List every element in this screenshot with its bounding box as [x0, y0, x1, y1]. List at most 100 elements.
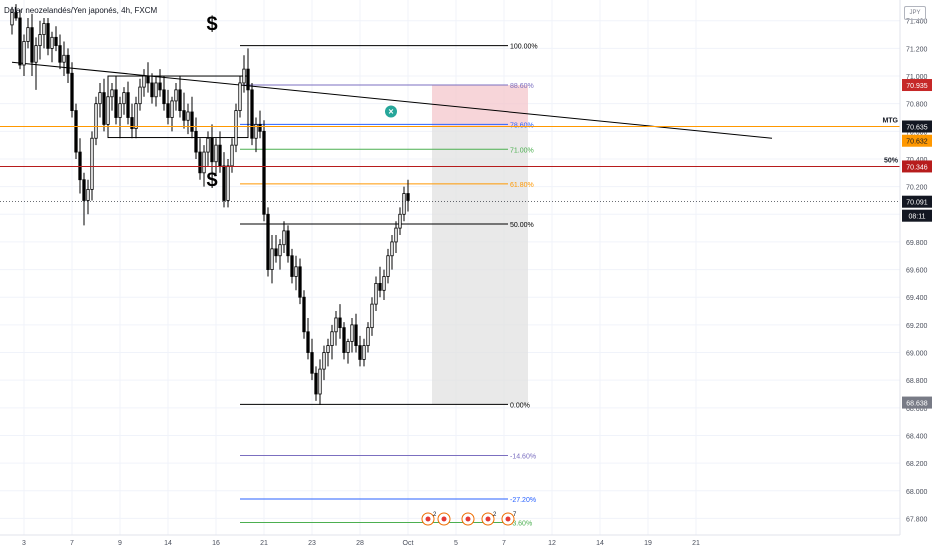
- candle-body: [266, 213, 270, 270]
- event-dot: [485, 516, 491, 522]
- candle-body: [362, 345, 366, 360]
- candle-body: [86, 188, 90, 201]
- events: 2 2 7: [421, 512, 517, 526]
- candle-body: [46, 23, 50, 49]
- time-tick-label: 12: [548, 540, 556, 547]
- time-tick-label: 23: [308, 540, 316, 547]
- candle-body: [386, 255, 390, 277]
- candle-body: [82, 179, 86, 201]
- price-tick-label: 70.800: [906, 102, 928, 109]
- candle-body: [54, 36, 58, 47]
- candle-body: [322, 352, 326, 370]
- candle-body: [194, 130, 198, 153]
- candle-body: [402, 193, 406, 215]
- fibonacci-retracement: 100.00% 88.60% 78.60% 71.00% 61.80% 50.00% 0.0…: [240, 44, 538, 528]
- candle-body: [278, 244, 282, 257]
- price-axis: 71.40071.20071.00070.80070.60070.40070.2…: [899, 0, 932, 535]
- candle-body: [242, 68, 246, 84]
- candle-body: [350, 324, 354, 342]
- candle-body: [106, 96, 110, 125]
- price-label-text: 70.632: [906, 139, 928, 146]
- candle-body: [394, 227, 398, 243]
- chart-title: Dólar neozelandés/Yen japonés, 4h, FXCM: [4, 6, 158, 15]
- horizontal-lines: [0, 125, 900, 202]
- time-tick-label: 14: [164, 540, 172, 547]
- event-dot: [505, 516, 511, 522]
- candle-body: [150, 82, 154, 98]
- candle-body: [358, 345, 362, 360]
- fib-level-label: 61.80%: [510, 182, 534, 189]
- price-tick-label: 69.000: [906, 351, 928, 358]
- fib-level-label: 0.00%: [510, 402, 530, 409]
- time-tick-label: 16: [212, 540, 220, 547]
- candle-body: [390, 241, 394, 257]
- candle-body: [334, 317, 338, 333]
- fib-level-label: 50.00%: [510, 222, 534, 229]
- candle-body: [62, 54, 66, 63]
- candle-body: [338, 317, 342, 329]
- candle-body: [222, 165, 226, 201]
- price-tick-label: 69.200: [906, 323, 928, 330]
- candle-body: [290, 255, 294, 277]
- event-count: 7: [513, 512, 517, 518]
- countdown-bg: [902, 209, 932, 222]
- price-tick-label: 69.400: [906, 295, 928, 302]
- candle-body: [142, 75, 146, 88]
- candle-body: [230, 144, 234, 167]
- candle-body: [122, 92, 126, 105]
- position-zones: [432, 85, 528, 405]
- time-tick-label: 14: [596, 540, 604, 547]
- candle-body: [262, 130, 266, 215]
- time-tick-label: 9: [118, 540, 122, 547]
- price-label-bg: [902, 120, 932, 133]
- candle-body: [270, 248, 274, 270]
- candle-body: [302, 296, 306, 333]
- time-tick-label: 5: [454, 540, 458, 547]
- event-dot: [441, 516, 447, 522]
- candle-body: [378, 282, 382, 291]
- candle-body: [78, 151, 82, 181]
- candle-body: [234, 110, 238, 146]
- candle-body: [382, 276, 386, 291]
- candle-body: [310, 352, 314, 374]
- candle-body: [14, 12, 18, 19]
- candle-body: [298, 266, 302, 298]
- price-tick-label: 70.200: [906, 185, 928, 192]
- candle-body: [250, 89, 254, 139]
- currency-badge[interactable]: JPY: [904, 6, 926, 20]
- time-tick-label: 21: [260, 540, 268, 547]
- candle-body: [406, 193, 410, 201]
- candle-body: [218, 144, 222, 167]
- price-tick-label: 71.000: [906, 74, 928, 81]
- time-tick-label: 19: [644, 540, 652, 547]
- candle-body: [246, 68, 250, 91]
- candle-body: [66, 54, 70, 74]
- candle-body: [286, 230, 290, 257]
- candle-body: [10, 12, 14, 26]
- candle-body: [74, 110, 78, 153]
- descending-trendline: [11, 61, 773, 139]
- price-tick-label: 70.600: [906, 129, 928, 136]
- fifty-label: 50%: [884, 157, 899, 164]
- time-tick-label: 7: [502, 540, 506, 547]
- event-count: 2: [493, 512, 497, 518]
- candle-body: [26, 27, 30, 42]
- price-tick-label: 68.400: [906, 433, 928, 440]
- candle-body: [154, 82, 158, 98]
- candle-body: [354, 324, 358, 347]
- candle-body: [190, 111, 194, 132]
- price-label-bg: [902, 195, 932, 208]
- dollar-sign-top: $: [206, 13, 217, 35]
- candle-body: [258, 124, 262, 132]
- candle-body: [342, 327, 346, 353]
- candle-body: [98, 92, 102, 105]
- price-label-text: 68.638: [906, 401, 928, 408]
- entry-marker-glyph: ×: [388, 106, 393, 116]
- price-label-text: 70.091: [906, 200, 928, 207]
- price-label-text: 70.346: [906, 164, 928, 171]
- candle-body: [198, 151, 202, 174]
- candle-body: [134, 103, 138, 129]
- candle-body: [182, 110, 186, 121]
- candle-body: [170, 100, 174, 118]
